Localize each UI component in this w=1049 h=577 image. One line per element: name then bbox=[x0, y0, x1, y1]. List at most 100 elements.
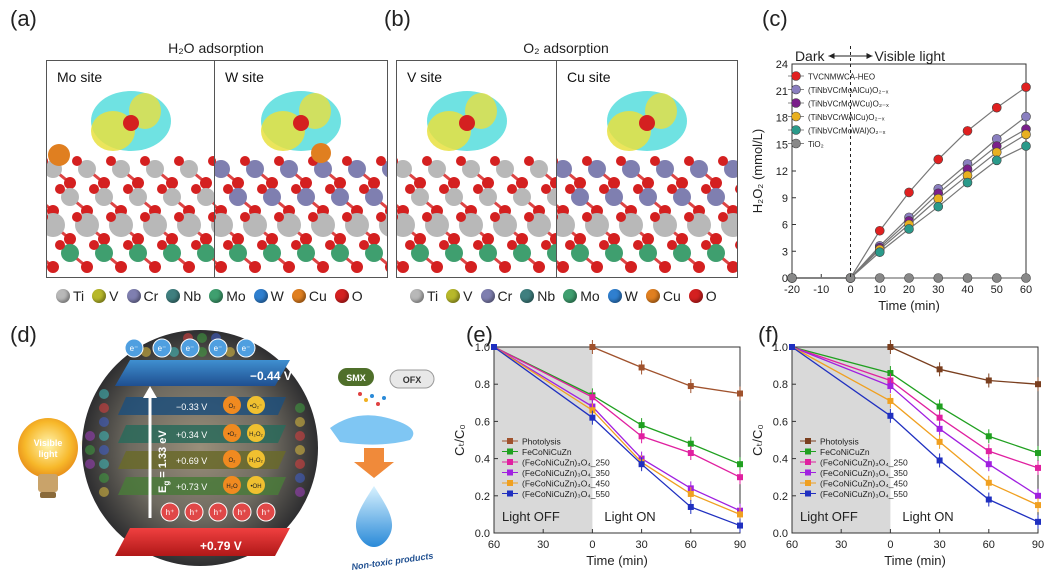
atom-legend-label: O bbox=[351, 288, 363, 304]
species-label: •OH bbox=[250, 484, 261, 490]
plot-frame bbox=[493, 346, 741, 534]
redox-level-label: +0.69 V bbox=[176, 456, 207, 466]
series-line bbox=[792, 145, 1027, 279]
hole bbox=[160, 502, 180, 522]
electron-label: e⁻ bbox=[186, 344, 195, 353]
data-point bbox=[991, 147, 1002, 158]
y-axis-label: Cₜ/C₀ bbox=[750, 424, 765, 456]
structure-render-w bbox=[215, 91, 387, 273]
y-tick-label: 0 bbox=[782, 273, 788, 285]
x-tick-label: 60 bbox=[983, 539, 995, 551]
atom-swatch-cr bbox=[480, 289, 495, 303]
legend-label: (FeCoNiCuZn)₃O₄_250 bbox=[522, 458, 610, 468]
atom-legend-v: V bbox=[92, 288, 119, 304]
x-tick-label: 50 bbox=[991, 284, 1003, 296]
legend-label: Photolysis bbox=[820, 437, 859, 447]
charge-carriers: e⁻ h⁺ e⁻ h⁺ e⁻ h⁺ e⁻ h⁺ e⁻ h⁺ bbox=[124, 338, 276, 522]
legend-marker bbox=[791, 125, 801, 135]
atom-legend-nb: Nb bbox=[520, 288, 555, 304]
legend-label: (FeCoNiCuZn)₃O₄_550 bbox=[522, 489, 610, 499]
site-label-w: W site bbox=[225, 69, 264, 85]
photocatalysis-diagram: Visible light −0.44 V +0.79 V −0.33 V O₂ •O… bbox=[18, 330, 435, 572]
series-line bbox=[792, 116, 1027, 279]
species-badge bbox=[247, 424, 265, 442]
y-tick-label: 0.0 bbox=[475, 528, 490, 540]
structure-render-mo bbox=[47, 91, 215, 273]
legend-label: (FeCoNiCuZn)₃O₄_350 bbox=[820, 468, 908, 478]
y-tick-label: 0.8 bbox=[475, 379, 490, 391]
x-tick-label: 30 bbox=[835, 539, 847, 551]
electron bbox=[180, 338, 200, 358]
legend-marker bbox=[791, 84, 801, 95]
atom-legend-cr: Cr bbox=[480, 288, 512, 304]
species-label: H₂O₂ bbox=[249, 458, 263, 464]
hole-label: h⁺ bbox=[214, 508, 223, 517]
x-tick-label: 30 bbox=[635, 539, 647, 551]
x-axis-label: Time (min) bbox=[586, 553, 648, 568]
data-point bbox=[1021, 273, 1031, 283]
panel-b-caption: O₂ adsorption bbox=[523, 40, 609, 56]
legend-label: (TiNbVCrMoAlCu)O₂₋ₓ bbox=[808, 86, 889, 95]
species-badge bbox=[223, 424, 241, 442]
y-tick-label: 0.4 bbox=[475, 454, 490, 466]
atom-legend-label: O bbox=[705, 288, 717, 304]
y-tick-label: 12 bbox=[776, 166, 788, 178]
data-point bbox=[904, 273, 914, 283]
legend-marker bbox=[791, 98, 801, 108]
hole-label: h⁺ bbox=[238, 508, 247, 517]
data-point bbox=[933, 273, 944, 283]
data-point bbox=[962, 273, 973, 283]
water-splash bbox=[330, 415, 414, 445]
electron bbox=[236, 338, 256, 358]
atom-legend-o: O bbox=[334, 288, 363, 304]
hole bbox=[232, 502, 252, 522]
data-point bbox=[933, 201, 944, 212]
legend-marker bbox=[507, 438, 513, 444]
hole bbox=[208, 502, 228, 522]
structure-render-cu bbox=[557, 91, 737, 273]
chart-e: 0.0 0.2 0.4 0.6 0.8 1.0 60 30 0 30 60 90 Time (min) C… bbox=[452, 340, 746, 568]
legend-label: (TiNbVCrMoWCu)O₂₋ₓ bbox=[808, 100, 889, 109]
y-tick-label: 21 bbox=[776, 86, 788, 98]
x-tick-label: 60 bbox=[685, 539, 697, 551]
pollutant-ofx: OFX bbox=[403, 375, 422, 385]
legend-marker bbox=[805, 438, 811, 444]
visible-light-label: Visible light bbox=[875, 48, 946, 64]
legend-label: TVCNMWCA-HEO bbox=[808, 73, 875, 82]
valence-band bbox=[115, 528, 290, 556]
data-point bbox=[991, 273, 1002, 283]
atom-legend-label: W bbox=[624, 288, 638, 304]
atom-legend-ti: Ti bbox=[56, 288, 84, 304]
atom-legend-b: Ti V Cr Nb Mo W Cu O bbox=[410, 288, 721, 304]
cb-potential: −0.44 V bbox=[250, 369, 292, 383]
light-off-label: Light OFF bbox=[502, 509, 560, 524]
x-tick-label: 60 bbox=[1020, 284, 1032, 296]
series-line bbox=[592, 346, 741, 395]
species-badge bbox=[223, 476, 241, 494]
x-tick-label: 30 bbox=[933, 539, 945, 551]
x-tick-label: -10 bbox=[813, 284, 829, 296]
legend-marker bbox=[805, 459, 811, 465]
data-point bbox=[874, 225, 885, 236]
atom-swatch-o bbox=[334, 289, 349, 303]
atom-legend-label: Nb bbox=[183, 288, 202, 304]
panel-label-a: (a) bbox=[10, 6, 37, 31]
dark-label: Dark bbox=[795, 48, 826, 64]
legend-label: (FeCoNiCuZn)₃O₄_450 bbox=[522, 479, 610, 489]
electron bbox=[208, 338, 228, 358]
atom-swatch-cr bbox=[126, 289, 141, 303]
atom-legend-label: V bbox=[109, 288, 119, 304]
bulb-text: Visible light bbox=[34, 438, 63, 459]
site-label-cu: Cu site bbox=[567, 69, 611, 85]
legend-marker bbox=[507, 459, 513, 465]
atom-legend-o: O bbox=[688, 288, 717, 304]
redox-level-label: −0.33 V bbox=[176, 402, 207, 412]
x-tick-label: 30 bbox=[537, 539, 549, 551]
legend-label: Photolysis bbox=[522, 437, 561, 447]
legend-marker bbox=[507, 448, 513, 455]
species-label: O₂ bbox=[229, 404, 237, 410]
conduction-band bbox=[115, 360, 290, 386]
atom-legend-cu: Cu bbox=[291, 288, 327, 304]
x-tick-label: 30 bbox=[932, 284, 944, 296]
arrow-down-icon bbox=[354, 448, 394, 478]
